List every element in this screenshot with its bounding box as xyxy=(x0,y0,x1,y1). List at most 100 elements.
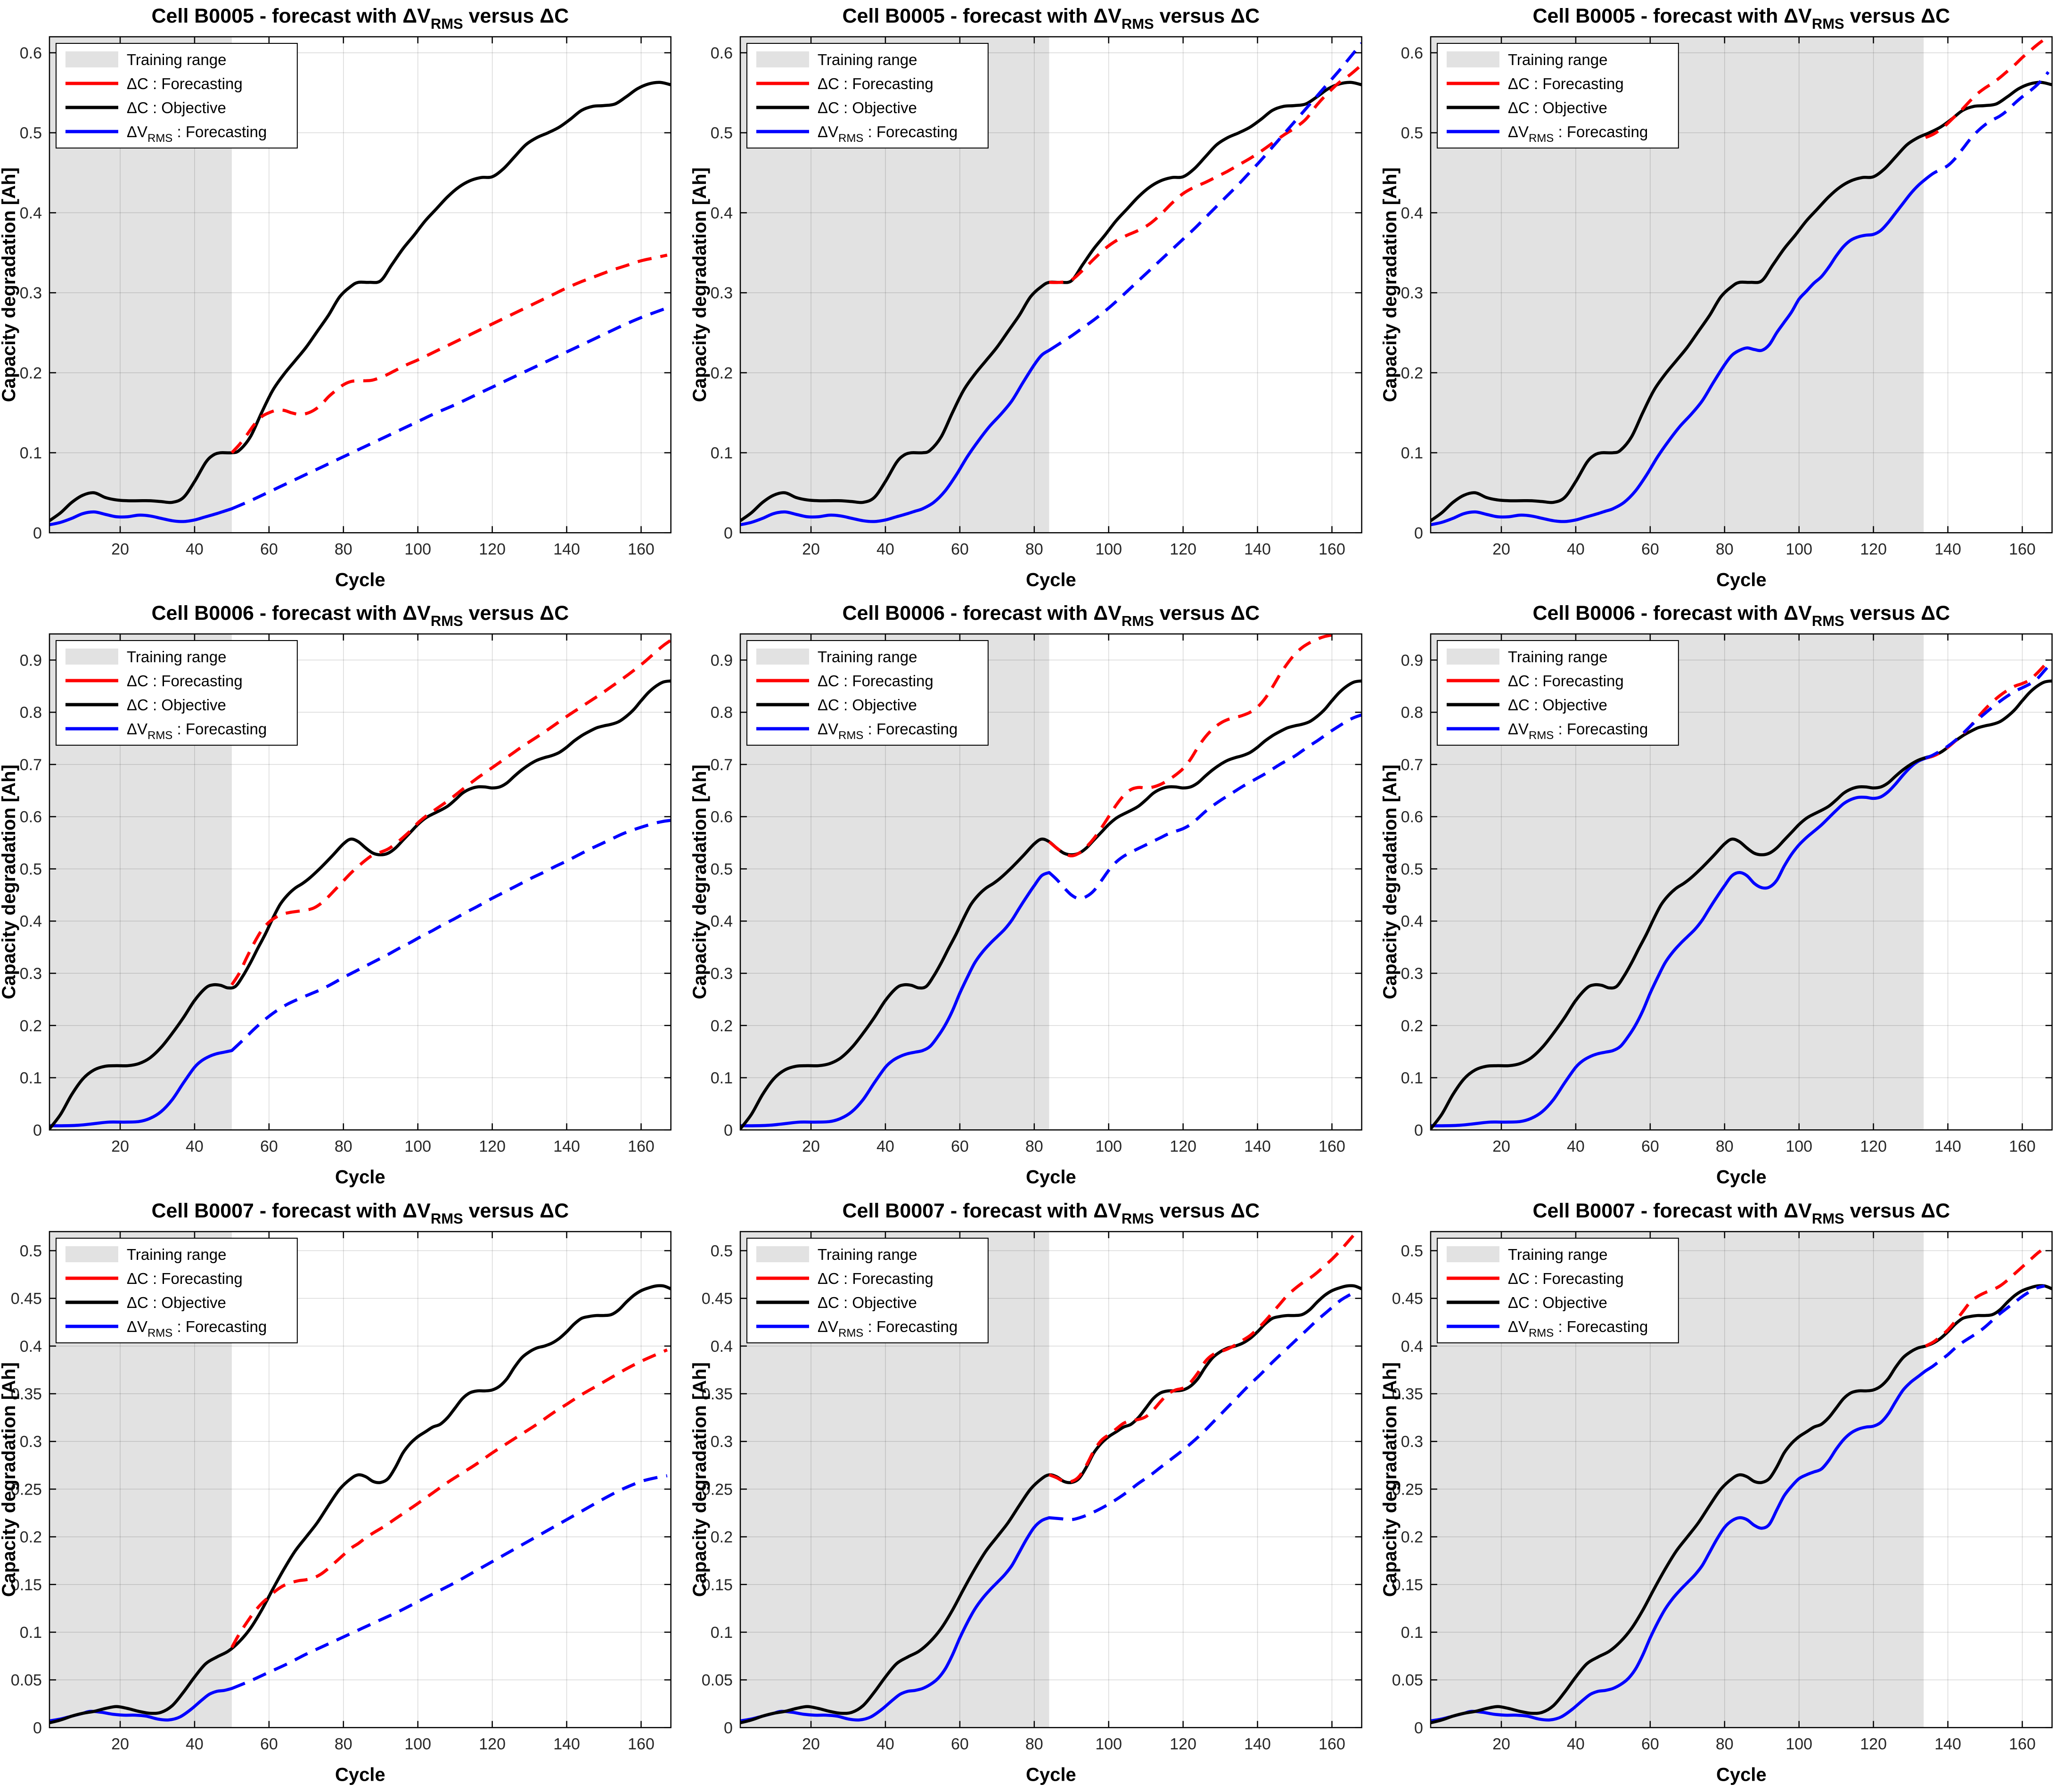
chart-title: Cell B0007 - forecast with ΔVRMS versus … xyxy=(151,1200,569,1227)
series-group xyxy=(740,1231,1362,1725)
chart-canvas: 20 40 60 80 100 120 140 160 0 0.1 0.2 0.3 0.4 0.5 0.6 C… xyxy=(0,5,672,590)
x-tick-label: 100 xyxy=(1095,1735,1122,1753)
y-axis-label: Capacity degradation [Ah] xyxy=(1381,1362,1400,1597)
y-tick-label: 0.4 xyxy=(20,204,42,222)
y-tick-label: 0.5 xyxy=(20,124,42,142)
chart-title: Cell B0005 - forecast with ΔVRMS versus … xyxy=(1533,5,1950,32)
y-tick-label: 0.9 xyxy=(1401,652,1423,670)
y-tick-label: 0.9 xyxy=(20,652,42,670)
legend-item-label: ΔC : Objective xyxy=(1508,696,1607,714)
y-tick-label: 0.4 xyxy=(20,913,42,931)
x-tick-label: 20 xyxy=(111,1735,129,1753)
x-tick-label: 80 xyxy=(1716,1138,1734,1156)
series-group xyxy=(49,639,671,1130)
legend: Training range ΔC : Forecasting ΔC : Objec… xyxy=(746,640,989,746)
y-tick-label: 0.8 xyxy=(710,704,732,722)
x-tick-label: 80 xyxy=(335,1138,352,1156)
x-tick-label: 120 xyxy=(1170,1138,1196,1156)
chart-title: Cell B0006 - forecast with ΔVRMS versus … xyxy=(842,602,1260,629)
y-tick-label: 0.2 xyxy=(20,1017,42,1035)
y-tick-label: 0.3 xyxy=(710,965,732,983)
y-tick-label: 0.05 xyxy=(1392,1671,1423,1689)
x-tick-label: 80 xyxy=(1025,1138,1043,1156)
legend-swatch-training xyxy=(65,1246,118,1262)
legend-item-label: ΔC : Forecasting xyxy=(818,75,934,92)
x-tick-label: 140 xyxy=(1244,1138,1271,1156)
x-axis-label: Cycle xyxy=(335,569,385,590)
chart-title: Cell B0005 - forecast with ΔVRMS versus … xyxy=(842,5,1260,32)
y-tick-label: 0.5 xyxy=(20,861,42,879)
y-tick-label: 0.6 xyxy=(1401,44,1423,62)
series-dc-objective xyxy=(49,81,671,523)
chart-canvas: 20 40 60 80 100 120 140 160 0 0.1 0.2 0.3 0.4 0.5 0.6 C… xyxy=(691,5,1362,590)
x-tick-label: 120 xyxy=(1170,540,1196,558)
series-dvrms-measured xyxy=(740,871,1051,1128)
series-dc-objective xyxy=(49,1284,671,1725)
x-tick-label: 140 xyxy=(553,1735,580,1753)
series-dc-forecasting xyxy=(1048,1231,1359,1484)
x-tick-label: 40 xyxy=(1567,1735,1585,1753)
y-tick-label: 0.5 xyxy=(1401,1242,1423,1260)
series-dvrms-measured xyxy=(1431,756,1927,1128)
series-dvrms-measured xyxy=(740,1516,1051,1723)
y-tick-label: 0 xyxy=(1414,524,1423,542)
y-tick-label: 0.6 xyxy=(20,808,42,826)
x-tick-label: 60 xyxy=(1641,540,1659,558)
tick-labels: 20 40 60 80 100 120 140 160 0 0.1 0.2 0.3 0.4 0.5 0.6 0… xyxy=(710,652,1345,1156)
x-tick-label: 80 xyxy=(335,540,352,558)
x-tick-label: 120 xyxy=(1860,540,1887,558)
y-tick-label: 0.4 xyxy=(710,913,732,931)
series-dvrms-measured xyxy=(740,349,1051,526)
legend-item-label: ΔC : Forecasting xyxy=(1508,1270,1624,1287)
y-tick-label: 0 xyxy=(33,1122,42,1140)
x-axis-label: Cycle xyxy=(335,1764,385,1785)
y-tick-label: 0.1 xyxy=(1401,1069,1423,1087)
y-tick-label: 0.35 xyxy=(1392,1385,1423,1403)
subplot-b0005-train134: 20 40 60 80 100 120 140 160 0 0.1 0.2 0.3 0.4 0.5 0.6 C… xyxy=(1381,0,2072,598)
subplot-b0007-train84: 20 40 60 80 100 120 140 160 0 0.05 0.1 0.15 0.2 0.25 0… xyxy=(690,1194,1382,1792)
legend-item-label: ΔVRMS : Forecasting xyxy=(127,1318,267,1340)
axes-frame xyxy=(49,36,672,534)
y-tick-label: 0.3 xyxy=(20,965,42,983)
legend: Training range ΔC : Forecasting ΔC : Objec… xyxy=(746,1237,989,1343)
tick-labels: 20 40 60 80 100 120 140 160 0 0.1 0.2 0.3 0.4 0.5 0.6 xyxy=(20,44,655,558)
y-tick-label: 0.15 xyxy=(701,1576,732,1594)
y-tick-label: 0.7 xyxy=(1401,756,1423,774)
y-tick-label: 0.4 xyxy=(1401,913,1423,931)
x-axis-label: Cycle xyxy=(1716,569,1767,590)
subplot-b0005-train50: 20 40 60 80 100 120 140 160 0 0.1 0.2 0.3 0.4 0.5 0.6 C… xyxy=(0,0,691,598)
legend-swatch-training xyxy=(1447,649,1500,665)
legend: Training range ΔC : Forecasting ΔC : Objec… xyxy=(55,1237,298,1343)
y-tick-label: 0.7 xyxy=(20,756,42,774)
y-tick-label: 0.6 xyxy=(20,44,42,62)
x-tick-label: 160 xyxy=(628,1138,655,1156)
series-dc-forecasting xyxy=(1925,1249,2042,1348)
subplot-b0006-train50: 20 40 60 80 100 120 140 160 0 0.1 0.2 0.3 0.4 0.5 0.6 0… xyxy=(0,597,691,1195)
legend-swatch-training xyxy=(65,51,118,68)
x-tick-label: 140 xyxy=(1935,1138,1962,1156)
y-tick-label: 0.25 xyxy=(701,1480,732,1498)
x-tick-label: 100 xyxy=(1786,540,1813,558)
series-dc-objective xyxy=(740,679,1362,1130)
y-tick-label: 0.5 xyxy=(1401,861,1423,879)
y-tick-label: 0.8 xyxy=(1401,704,1423,722)
legend-item-label: ΔVRMS : Forecasting xyxy=(1508,720,1648,742)
legend: Training range ΔC : Forecasting ΔC : Objec… xyxy=(55,640,298,746)
series-group xyxy=(49,81,671,526)
x-tick-label: 160 xyxy=(2009,1138,2036,1156)
y-tick-label: 0.2 xyxy=(1401,1017,1423,1035)
legend-item-label: ΔVRMS : Forecasting xyxy=(1508,1318,1648,1340)
subplot-b0007-train50: 20 40 60 80 100 120 140 160 0 0.05 0.1 0.15 0.2 0.25 0… xyxy=(0,1194,691,1792)
chart-canvas: 20 40 60 80 100 120 140 160 0 0.05 0.1 0.15 0.2 0.25 0… xyxy=(691,1200,1362,1785)
series-group xyxy=(740,634,1362,1130)
y-tick-label: 0.45 xyxy=(701,1290,732,1307)
series-dvrms-forecasting xyxy=(1925,665,2050,760)
legend-item-label: ΔVRMS : Forecasting xyxy=(127,123,267,145)
x-tick-label: 40 xyxy=(876,1735,894,1753)
x-tick-label: 20 xyxy=(111,1138,129,1156)
tick-labels: 20 40 60 80 100 120 140 160 0 0.05 0.1 0.15 0.2 0.25 0… xyxy=(1392,1242,2036,1753)
x-tick-label: 20 xyxy=(111,540,129,558)
x-tick-label: 140 xyxy=(1935,1735,1962,1753)
y-tick-label: 0.05 xyxy=(11,1671,42,1689)
legend-item-label: Training range xyxy=(1508,1246,1608,1263)
